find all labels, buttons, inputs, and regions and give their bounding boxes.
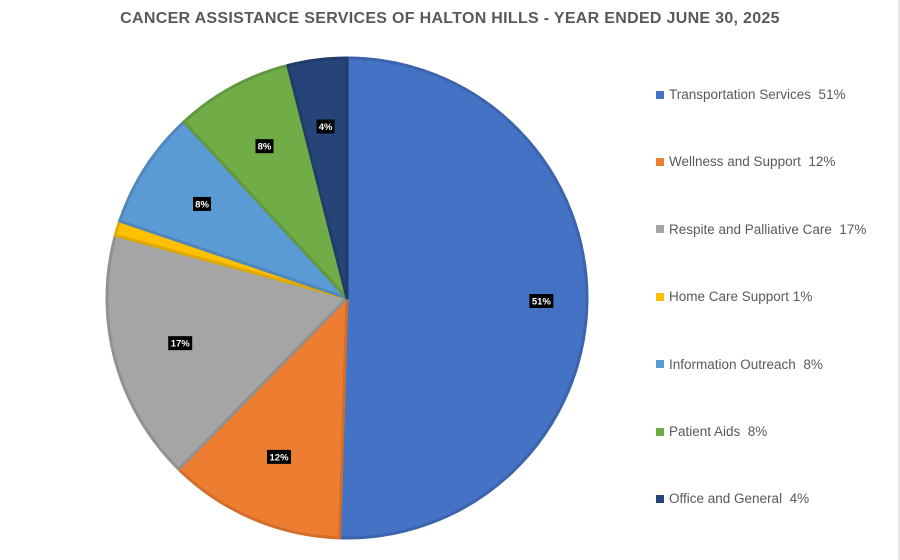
legend-item: Patient Aids 8% <box>656 424 767 439</box>
legend-swatch <box>656 292 664 301</box>
legend-label: Office and General 4% <box>669 491 810 507</box>
legend-swatch <box>656 427 664 436</box>
legend-swatch <box>656 90 664 99</box>
legend-swatch <box>656 360 664 369</box>
data-label-background <box>267 449 292 464</box>
legend-label: Patient Aids 8% <box>669 424 768 439</box>
pie-slice-office-and-general <box>286 56 349 300</box>
data-label: 4% <box>316 119 335 134</box>
data-label: 17% <box>168 336 193 351</box>
legend-swatch <box>656 157 664 166</box>
data-label: 8% <box>255 139 274 154</box>
data-label: 8% <box>193 196 212 211</box>
legend-item: Respite and Palliative Care 17% <box>656 222 866 237</box>
data-label: 12% <box>267 449 292 464</box>
pie-slice-transportation-services <box>338 56 589 540</box>
data-label-background <box>529 294 554 309</box>
pie-slice-wellness-and-support <box>177 296 349 540</box>
legend-item: Home Care Support 1% <box>656 289 812 304</box>
legend-swatch <box>656 494 664 503</box>
pie-slice-patient-aids <box>182 63 349 300</box>
data-label-text: 51% <box>532 297 552 308</box>
legend-item: Office and General 4% <box>656 491 809 506</box>
legend-label: Transportation Services 51% <box>669 87 846 102</box>
data-label-background <box>316 119 335 134</box>
data-label-background <box>193 196 212 211</box>
pie-slice-respite-and-palliative-care <box>105 233 349 471</box>
legend-label: Home Care Support 1% <box>669 289 813 305</box>
data-label-text: 4% <box>319 122 333 133</box>
data-label-text: 17% <box>171 339 191 350</box>
chart-title: CANCER ASSISTANCE SERVICES OF HALTON HIL… <box>120 10 780 27</box>
frame-border <box>898 0 900 560</box>
legend-item: Information Outreach 8% <box>656 357 823 372</box>
legend-label: Respite and Palliative Care 17% <box>669 221 867 237</box>
data-label-text: 8% <box>195 199 209 210</box>
legend-item: Wellness and Support 12% <box>656 154 835 169</box>
legend-swatch <box>656 225 664 234</box>
legend-item: Transportation Services 51% <box>656 87 846 102</box>
pie-slice-information-outreach <box>118 120 349 300</box>
data-label-text: 8% <box>258 142 272 153</box>
data-label: 51% <box>529 294 554 309</box>
legend-label: Wellness and Support 12% <box>669 154 836 170</box>
data-label-background <box>255 139 274 154</box>
legend-label: Information Outreach 8% <box>669 356 823 372</box>
data-label-background <box>168 336 193 351</box>
data-label-text: 12% <box>270 452 290 463</box>
